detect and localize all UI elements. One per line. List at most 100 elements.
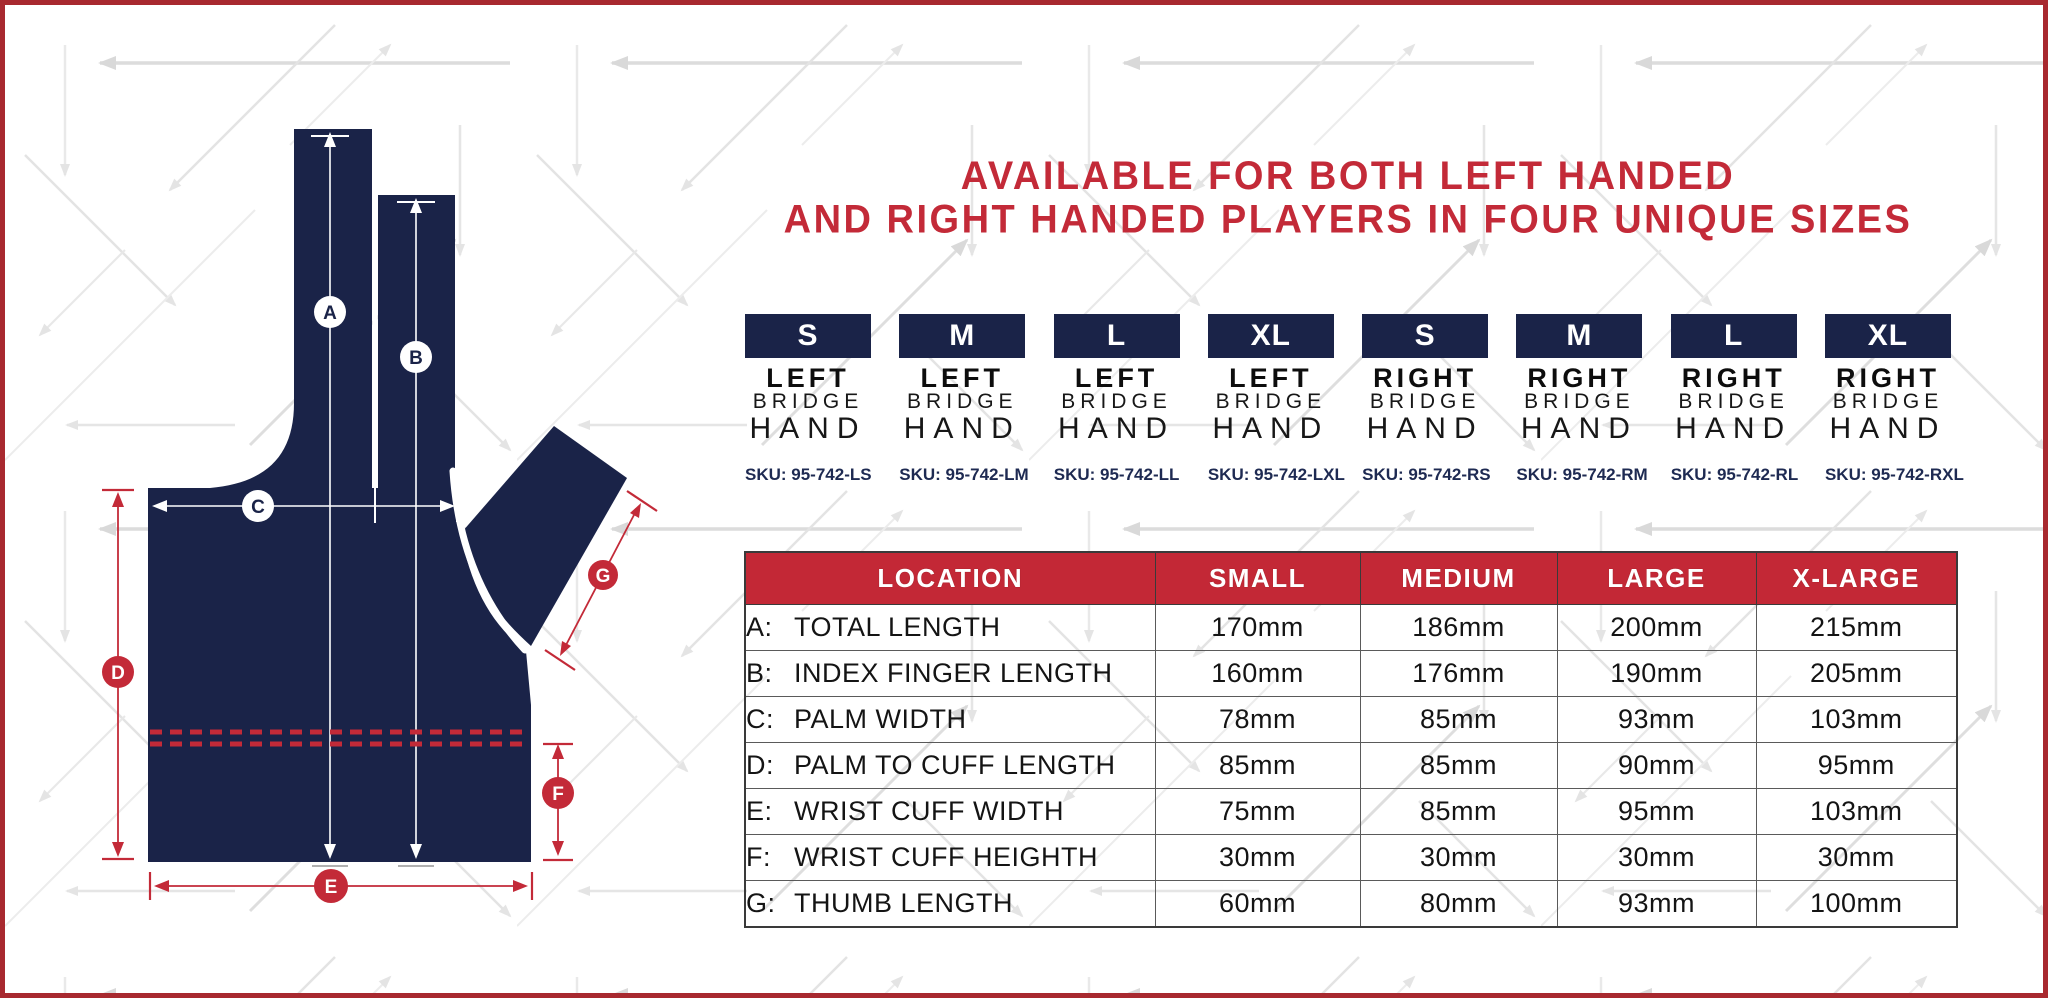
row-label: F: WRIST CUFF HEIGHTH xyxy=(744,834,1156,881)
row-name: WRIST CUFF WIDTH xyxy=(794,796,1064,826)
hand-word: RIGHT xyxy=(1681,363,1786,393)
bridge-word: BRIDGE xyxy=(907,390,1018,413)
table-row: F: WRIST CUFF HEIGHTH 30mm 30mm 30mm 30mm xyxy=(744,834,1958,881)
cell-medium: 85mm xyxy=(1359,742,1558,789)
size-letter-box: S xyxy=(745,314,871,358)
cell-medium: 186mm xyxy=(1359,604,1558,651)
row-key: B: xyxy=(746,658,773,688)
row-name: PALM TO CUFF LENGTH xyxy=(794,750,1116,780)
cell-xlarge: 103mm xyxy=(1755,788,1958,835)
size-letter-box: M xyxy=(899,314,1026,358)
marker-g-label: G xyxy=(596,566,611,587)
size-letter-box: XL xyxy=(1824,314,1951,358)
variant-right-l: L RIGHT BRIDGE HAND SKU: 95-742-RL xyxy=(1670,314,1799,485)
headline: AVAILABLE FOR BOTH LEFT HANDED AND RIGHT… xyxy=(740,153,1956,242)
cell-large: 93mm xyxy=(1556,880,1757,928)
cell-medium: 80mm xyxy=(1359,880,1558,928)
table-header-row: LOCATION SMALL MEDIUM LARGE X-LARGE xyxy=(744,551,1958,605)
sku-label: SKU: 95-742-LM xyxy=(899,465,1029,484)
hand-word: RIGHT xyxy=(1373,363,1478,393)
hand-word: LEFT xyxy=(766,363,850,393)
header-small: SMALL xyxy=(1154,551,1361,605)
size-letter-box: L xyxy=(1670,314,1797,358)
cell-large: 95mm xyxy=(1556,788,1757,835)
bridge-word: BRIDGE xyxy=(1369,390,1481,413)
measure-arrowheads-white xyxy=(152,132,455,859)
row-label: E: WRIST CUFF WIDTH xyxy=(744,788,1156,835)
row-label: A: TOTAL LENGTH xyxy=(744,604,1156,651)
headline-line-2: AND RIGHT HANDED PLAYERS IN FOUR UNIQUE … xyxy=(783,197,1913,242)
cell-xlarge: 95mm xyxy=(1755,742,1958,789)
cell-xlarge: 100mm xyxy=(1755,880,1958,928)
marker-e: E xyxy=(314,869,348,903)
row-key: C: xyxy=(746,704,774,734)
hand-word: LEFT xyxy=(1229,363,1313,393)
table-row: D: PALM TO CUFF LENGTH 85mm 85mm 90mm 95m… xyxy=(744,742,1958,789)
row-name: PALM WIDTH xyxy=(794,704,967,734)
cell-small: 60mm xyxy=(1154,880,1361,928)
cell-medium: 85mm xyxy=(1359,788,1558,835)
row-name: THUMB LENGTH xyxy=(794,888,1014,918)
hand-noun-word: HAND xyxy=(1366,412,1484,445)
glove-silhouette xyxy=(148,129,627,862)
row-key: A: xyxy=(746,612,773,642)
sku-label: SKU: 95-742-RS xyxy=(1362,465,1491,484)
hand-noun-word: HAND xyxy=(1829,412,1947,445)
measure-arrowheads-red xyxy=(112,492,641,892)
marker-c-label: C xyxy=(251,497,265,518)
marker-f-label: F xyxy=(552,784,564,805)
sku-label: SKU: 95-742-LL xyxy=(1053,465,1180,484)
marker-b: B xyxy=(400,341,432,373)
bridge-word: BRIDGE xyxy=(1061,390,1172,413)
hand-word: LEFT xyxy=(1074,363,1159,393)
cell-large: 30mm xyxy=(1556,834,1757,881)
row-key: D: xyxy=(746,750,774,780)
table-row: C: PALM WIDTH 78mm 85mm 93mm 103mm xyxy=(744,696,1958,743)
cell-small: 78mm xyxy=(1154,696,1361,743)
cell-xlarge: 103mm xyxy=(1755,696,1958,743)
row-key: G: xyxy=(746,888,776,918)
marker-e-label: E xyxy=(325,877,338,898)
marker-a: A xyxy=(314,296,346,328)
size-letter-box: S xyxy=(1362,314,1489,358)
row-name: TOTAL LENGTH xyxy=(794,612,1001,642)
bridge-word: BRIDGE xyxy=(752,390,864,413)
table-row: G: THUMB LENGTH 60mm 80mm 93mm 100mm xyxy=(744,880,1958,928)
cell-medium: 176mm xyxy=(1359,650,1558,697)
marker-d-label: D xyxy=(111,663,125,684)
cell-xlarge: 215mm xyxy=(1755,604,1958,651)
marker-g: G xyxy=(588,560,618,590)
glove-measurement-diagram: A B C D E F G xyxy=(102,129,658,903)
hand-noun-word: HAND xyxy=(749,412,867,445)
row-label: G: THUMB LENGTH xyxy=(744,880,1156,928)
size-letter-box: XL xyxy=(1207,314,1334,358)
sku-label: SKU: 95-742-LXL xyxy=(1207,465,1345,484)
table-row: B: INDEX FINGER LENGTH 160mm 176mm 190mm … xyxy=(744,650,1958,697)
sku-label: SKU: 95-742-RL xyxy=(1670,465,1799,484)
bridge-word: BRIDGE xyxy=(1832,390,1944,413)
hand-word: RIGHT xyxy=(1527,363,1632,393)
cell-large: 190mm xyxy=(1556,650,1757,697)
sku-label: SKU: 95-742-RXL xyxy=(1824,465,1964,484)
row-name: WRIST CUFF HEIGHTH xyxy=(794,842,1098,872)
marker-b-label: B xyxy=(409,348,423,369)
marker-c: C xyxy=(242,490,274,522)
table-row: E: WRIST CUFF WIDTH 75mm 85mm 95mm 103mm xyxy=(744,788,1958,835)
cell-medium: 30mm xyxy=(1359,834,1558,881)
header-medium: MEDIUM xyxy=(1359,551,1558,605)
hand-word: RIGHT xyxy=(1835,363,1940,393)
hand-noun-word: HAND xyxy=(1058,412,1176,445)
size-spec-table: LOCATION SMALL MEDIUM LARGE X-LARGE A: TO… xyxy=(744,551,1958,928)
hand-noun-word: HAND xyxy=(1675,412,1793,445)
size-letter-box: M xyxy=(1516,314,1643,358)
table-row: A: TOTAL LENGTH 170mm 186mm 200mm 215mm xyxy=(744,604,1958,651)
size-letter-box: L xyxy=(1053,314,1180,358)
variant-right-m: M RIGHT BRIDGE HAND SKU: 95-742-RM xyxy=(1516,314,1648,485)
cell-small: 85mm xyxy=(1154,742,1361,789)
sku-label: SKU: 95-742-LS xyxy=(745,465,872,484)
headline-line-1: AVAILABLE FOR BOTH LEFT HANDED xyxy=(960,153,1736,199)
bridge-word: BRIDGE xyxy=(1524,390,1635,413)
hand-noun-word: HAND xyxy=(1212,412,1330,445)
row-name: INDEX FINGER LENGTH xyxy=(794,658,1113,688)
